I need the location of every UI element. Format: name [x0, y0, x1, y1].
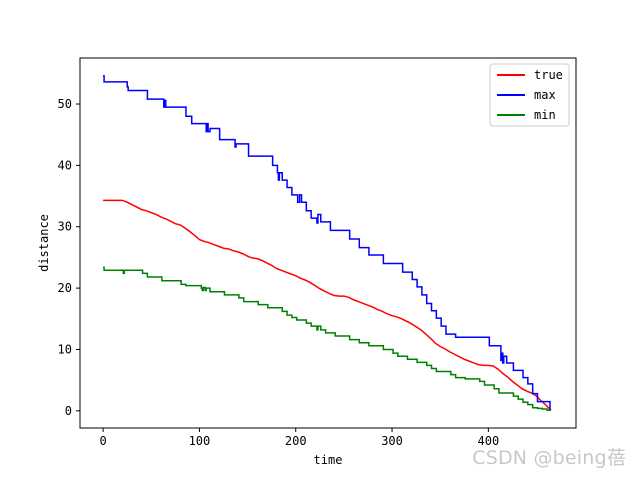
x-tick-label: 400 — [478, 434, 500, 448]
y-tick-label: 10 — [58, 342, 72, 356]
x-axis-label: time — [314, 453, 343, 467]
series-layer — [103, 75, 552, 411]
legend-box — [489, 63, 570, 127]
plot-frame — [79, 57, 577, 429]
x-tick-label: 100 — [189, 434, 211, 448]
x-tick-label: 0 — [99, 434, 106, 448]
series-line-true — [103, 199, 552, 411]
y-tick-label: 50 — [58, 97, 72, 111]
watermark-text: CSDN @being蓓 — [472, 447, 626, 469]
legend-label-min: min — [534, 108, 556, 122]
x-tick-label: 300 — [381, 434, 403, 448]
legend-label-max: max — [534, 88, 556, 102]
legend: true max min — [489, 63, 570, 127]
legend-label-true: true — [534, 68, 563, 82]
x-tick-label: 200 — [285, 434, 307, 448]
ticks-layer: 0 100 200 300 400 0 10 20 30 40 50 — [58, 97, 500, 448]
y-axis-label: distance — [37, 214, 51, 272]
y-tick-label: 20 — [58, 281, 72, 295]
series-line-min — [103, 266, 551, 411]
y-tick-label: 0 — [65, 404, 72, 418]
y-tick-label: 30 — [58, 220, 72, 234]
y-tick-label: 40 — [58, 158, 72, 172]
series-line-max — [103, 75, 551, 411]
